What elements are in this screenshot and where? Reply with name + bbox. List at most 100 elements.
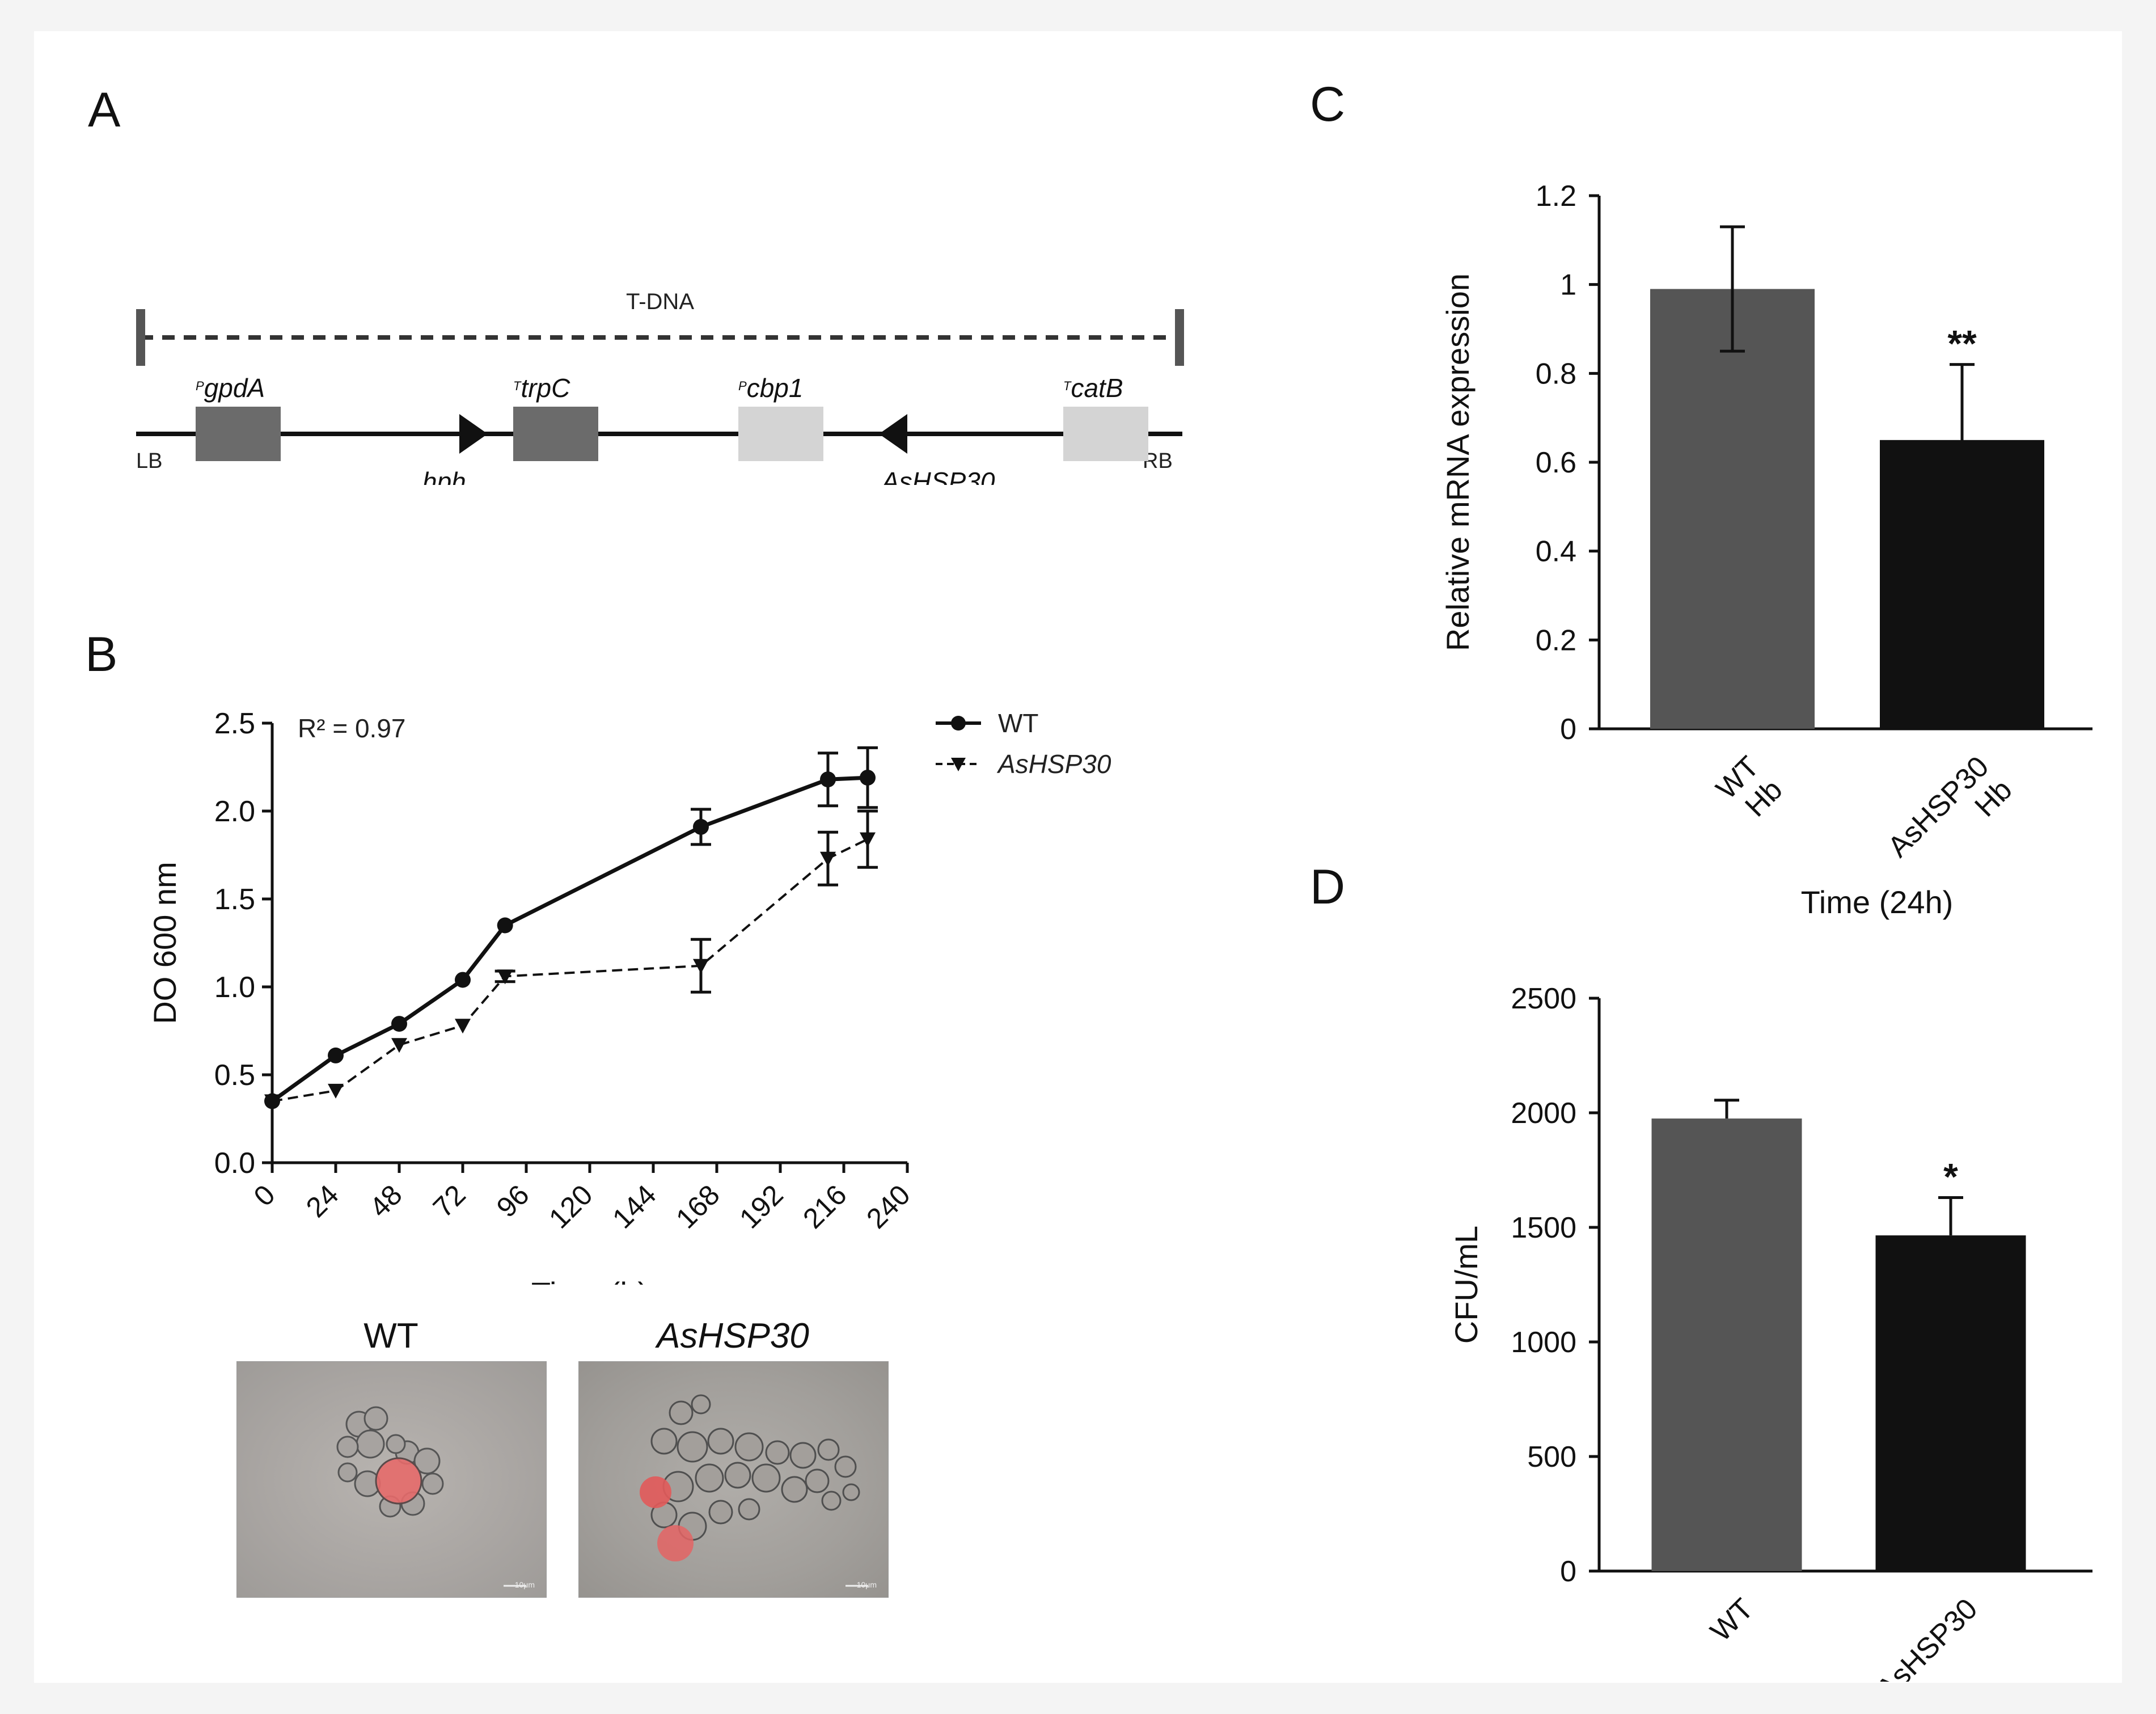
data-point-AsHSP30 [264,1094,280,1109]
data-point-WT [820,771,836,788]
micrograph-ashsp30-scale: 10μm [856,1580,877,1589]
construct-diagram: T-DNA LB RB PgpdA hph TtrpC Pcbp1 AsHSP3… [136,289,1184,485]
panel-label-a: A [88,83,121,137]
micrograph-wt-cells [336,1406,526,1587]
data-point-AsHSP30 [860,832,876,847]
x-tick-label: 168 [670,1179,726,1235]
gpdA-label: PgpdA [196,373,265,403]
bar-0 [1651,1118,1802,1571]
x-axis-title: Time (h) [531,1276,648,1285]
fluorescent-cell-1 [640,1476,671,1508]
figure-page: A B C D T-DNA LB RB PgpdA hph TtrpC Pcbp… [34,31,2122,1683]
data-point-AsHSP30 [820,851,836,867]
data-point-WT [391,1016,407,1032]
y-tick-label: 0 [1560,1555,1576,1588]
significance-marker: ** [1947,323,1977,365]
y-tick-label: 1.0 [214,971,255,1004]
category-label: WTHb [1710,750,1789,829]
ashsp30-gene-label: AsHSP30 [880,467,995,485]
ashsp30-arrow-icon [879,414,907,454]
y-axis-title: Relative mRNA expression [1440,273,1476,651]
legend-marker-WT [951,716,966,731]
micrograph-ashsp30: 10μm [578,1361,889,1598]
data-point-AsHSP30 [391,1038,407,1053]
x-tick-label: 144 [606,1179,662,1235]
bar-1 [1875,1235,2026,1571]
y-tick-label: 2500 [1511,982,1576,1015]
x-tick-label: 120 [543,1179,599,1235]
data-point-WT [328,1047,344,1063]
mrna-expression-chart: 0 0.2 0.4 0.6 0.8 1 1.2 Relative mRNA expressio… [1440,180,2092,920]
y-tick-label: 0.8 [1536,357,1576,390]
micrograph-wt: 10μm [236,1361,547,1598]
panel-label-c: C [1310,77,1346,132]
data-point-AsHSP30 [693,959,709,974]
series-line-WT [270,775,868,1103]
y-axis-title: DO 600 nm [147,862,183,1024]
cbp1-label: Pcbp1 [738,373,803,403]
trpC-terminator-box [513,407,598,461]
trpC-label: TtrpC [513,373,570,403]
micrograph-wt-title: WT [363,1316,418,1356]
category-label-line: WT [1704,1592,1760,1648]
data-point-AsHSP30 [497,969,513,985]
x-tick-label: 216 [797,1179,853,1235]
x-tick-label: 192 [733,1179,789,1235]
hph-arrow-icon [459,414,488,454]
data-point-WT [497,917,513,934]
y-tick-label: 1.2 [1536,180,1576,213]
y-tick-label: 500 [1527,1441,1576,1474]
cfu-chart: 0 500 1000 1500 2000 2500 CFU/mL WT * AsHSP30 [1448,982,2092,1682]
series-line-AsHSP30 [272,838,868,1103]
legend-label-AsHSP30: AsHSP30 [996,749,1111,779]
category-label: WT [1704,1592,1760,1648]
y-tick-label: 0.4 [1536,535,1576,568]
legend-label-WT: WT [998,708,1039,738]
y-tick-label: 0.5 [214,1059,255,1092]
legend-marker-AsHSP30 [951,758,966,771]
x-tick-label: 48 [363,1179,408,1223]
x-axis-title: Time (24h) [1801,884,1954,920]
x-tick-label: 96 [491,1179,535,1223]
gpdA-promoter-box [196,407,281,461]
tdna-right-cap [1175,309,1184,366]
micrograph-wt-scale: 10μm [514,1580,535,1589]
tdna-left-cap [136,309,145,366]
y-tick-label: 0 [1560,713,1576,746]
x-tick-label: 240 [860,1179,916,1235]
y-tick-label: 1500 [1511,1211,1576,1244]
data-point-WT [455,972,471,988]
y-tick-label: 0.6 [1536,446,1576,479]
category-label-line: AsHSP30 [1870,1592,1984,1682]
y-axis-title: CFU/mL [1448,1226,1484,1344]
y-tick-label: 1 [1560,269,1576,302]
r-squared-annotation: R² = 0.97 [298,714,406,743]
growth-curve-chart: 0.00.51.01.52.02.50 24 48 72 96 120 144 168 192 2… [147,707,1111,1285]
data-point-WT [860,770,876,786]
y-tick-label: 2000 [1511,1097,1576,1130]
data-point-AsHSP30 [455,1019,471,1034]
tdna-label: T-DNA [626,289,694,314]
catB-terminator-box [1063,407,1148,461]
fluorescent-cell-2 [657,1525,694,1561]
panel-label-d: D [1310,860,1346,914]
x-tick-label: 0 [248,1179,281,1212]
catB-label: TcatB [1063,373,1123,403]
hph-gene-label: hph [422,467,466,485]
y-tick-label: 1000 [1511,1326,1576,1359]
micrograph-ashsp30-cells [640,1394,868,1587]
panel-label-b: B [85,627,118,682]
y-tick-label: 1.5 [214,883,255,916]
left-border-label: LB [136,449,162,473]
bar-0 [1650,289,1815,729]
y-tick-label: 2.5 [214,707,255,740]
x-tick-label: 24 [300,1179,345,1223]
x-tick-label: 72 [427,1179,472,1223]
y-tick-label: 0.2 [1536,624,1576,657]
category-label: AsHSP30 [1870,1592,1984,1682]
data-point-AsHSP30 [328,1083,344,1099]
y-tick-label: 0.0 [214,1147,255,1180]
micrograph-ashsp30-title: AsHSP30 [657,1316,809,1356]
y-tick-label: 2.0 [214,795,255,828]
cbp1-promoter-box [738,407,823,461]
